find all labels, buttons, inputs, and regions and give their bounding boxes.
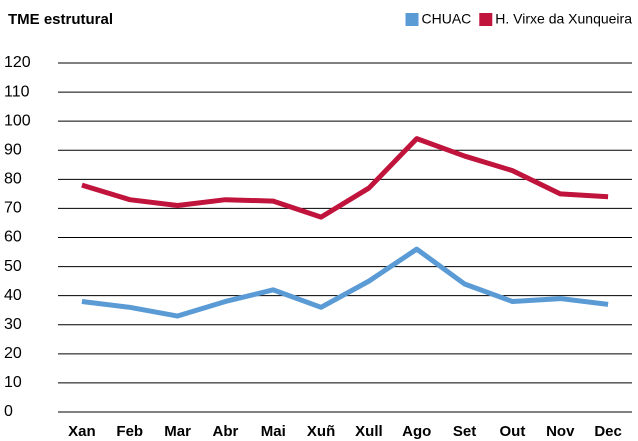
x-tick-label: Abr: [212, 423, 238, 440]
y-tick-label: 40: [4, 287, 22, 304]
x-tick-label: Mar: [164, 423, 191, 440]
legend-label: H. Virxe da Xunqueira: [495, 11, 632, 27]
x-tick-label: Ago: [402, 423, 431, 440]
x-tick-label: Mai: [261, 423, 286, 440]
x-tick-label: Nov: [546, 423, 575, 440]
y-tick-label: 30: [4, 316, 22, 333]
x-tick-label: Xan: [68, 423, 96, 440]
y-tick-label: 120: [4, 54, 31, 71]
legend-swatch: [479, 13, 493, 26]
legend-label: CHUAC: [422, 11, 472, 27]
x-tick-label: Out: [500, 423, 526, 440]
x-tick-label: Xuñ: [307, 423, 335, 440]
x-tick-label: Xull: [355, 423, 383, 440]
y-tick-label: 0: [4, 403, 13, 420]
series-line: [81, 136, 609, 220]
series-line: [81, 246, 609, 319]
y-tick-label: 90: [4, 141, 22, 158]
y-tick-label: 10: [4, 374, 22, 391]
y-tick-label: 80: [4, 171, 22, 188]
y-tick-label: 20: [4, 345, 22, 362]
y-tick-label: 50: [4, 258, 22, 275]
y-tick-label: 60: [4, 229, 22, 246]
legend-swatch: [405, 13, 419, 26]
x-tick-label: Feb: [116, 423, 143, 440]
x-tick-label: Set: [453, 423, 476, 440]
y-tick-label: 70: [4, 200, 22, 217]
x-tick-label: Dec: [594, 423, 622, 440]
y-tick-label: 110: [4, 83, 30, 100]
chart-title: TME estrutural: [8, 11, 113, 28]
y-tick-label: 100: [4, 112, 31, 129]
